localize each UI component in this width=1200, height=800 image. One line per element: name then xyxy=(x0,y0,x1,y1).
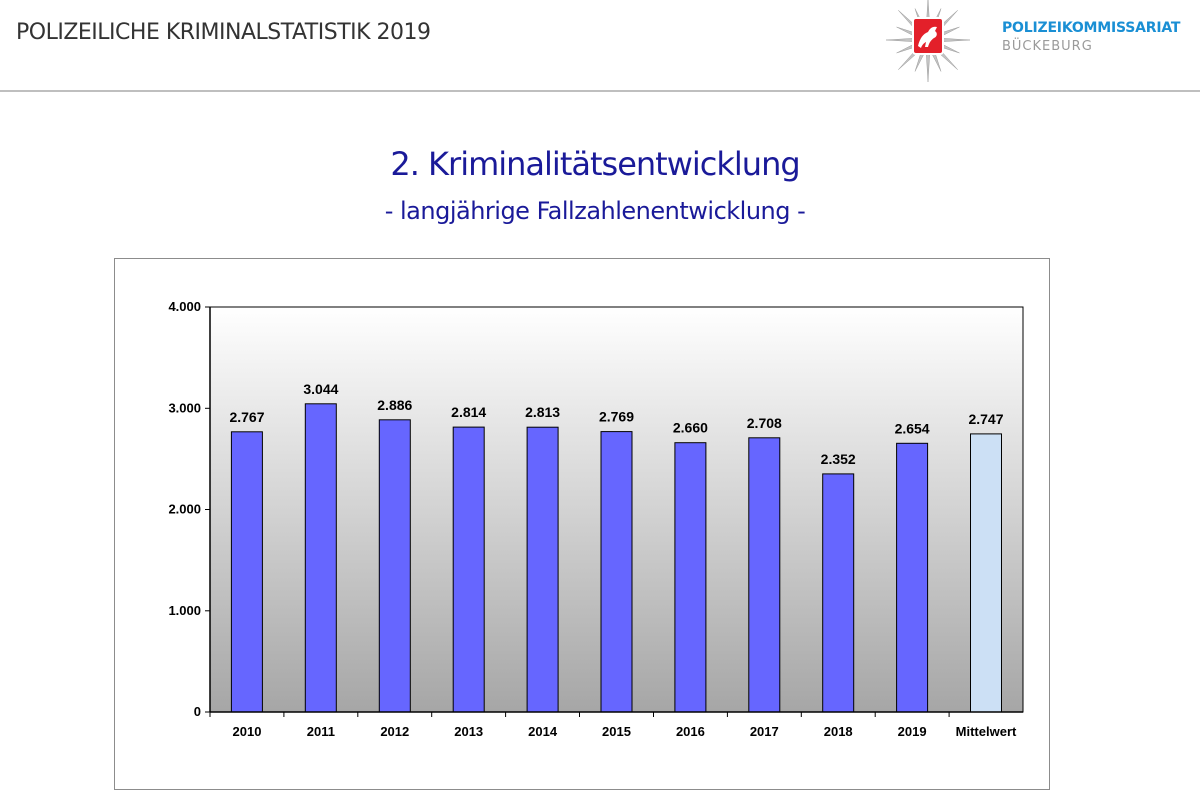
y-tick-label-0: 0 xyxy=(194,704,201,719)
bar-2012 xyxy=(378,419,411,713)
y-tick-label-3000: 3.000 xyxy=(168,400,201,415)
bar-2018 xyxy=(822,473,855,713)
data-labels-layer: 2.767 3.044 2.886 2.814 2.813 2.769 2.660 2.708… xyxy=(229,381,1003,467)
data-label-2010: 2.767 xyxy=(229,409,264,425)
data-label-2015: 2.769 xyxy=(599,409,634,425)
slide-title: 2. Kriminalitätsentwicklung xyxy=(390,145,800,183)
bars-layer xyxy=(230,403,1002,713)
data-label-2013: 2.814 xyxy=(451,404,486,420)
data-label-2011: 3.044 xyxy=(303,381,338,397)
data-label-2016: 2.660 xyxy=(673,420,708,436)
police-star-logo-icon xyxy=(885,0,971,83)
x-tick-label-2019: 2019 xyxy=(898,724,927,739)
bar-2014 xyxy=(526,426,559,713)
data-label-2018: 2.352 xyxy=(821,451,856,467)
bar-chart: 2.767 3.044 2.886 2.814 2.813 2.769 2.660 2.708… xyxy=(168,299,1024,739)
header-title: POLIZEILICHE KRIMINALSTATISTIK 2019 xyxy=(16,20,431,45)
y-tick-label-2000: 2.000 xyxy=(168,502,201,517)
x-tick-label-2014: 2014 xyxy=(528,724,558,739)
horse-shape xyxy=(918,26,937,48)
x-tick-label-2016: 2016 xyxy=(676,724,705,739)
x-tick-label-2013: 2013 xyxy=(454,724,483,739)
x-tick-label-2015: 2015 xyxy=(602,724,631,739)
bar-2019 xyxy=(896,442,929,713)
x-tick-label-2012: 2012 xyxy=(380,724,409,739)
x-tick-label-2010: 2010 xyxy=(233,724,262,739)
star-ray xyxy=(941,38,971,42)
x-tick-label-mittelwert: Mittelwert xyxy=(956,724,1017,739)
star-ray xyxy=(931,51,942,72)
x-tick-label-2011: 2011 xyxy=(307,724,335,739)
data-label-2017: 2.708 xyxy=(747,415,782,431)
data-label-mittelwert: 2.747 xyxy=(968,411,1003,427)
axes-layer: 2010 2011 2012 2013 2014 2015 2016 2017 2018 2019… xyxy=(168,299,1023,739)
org-name: POLIZEIKOMMISSARIAT xyxy=(1002,20,1181,36)
slide-subtitle: - langjährige Fallzahlenentwicklung - xyxy=(384,197,806,225)
y-tick-label-4000: 4.000 xyxy=(168,299,201,314)
bar-2010 xyxy=(230,431,263,713)
bar-2016 xyxy=(674,442,707,713)
bar-2013 xyxy=(452,426,485,713)
bar-2011 xyxy=(304,403,337,713)
data-label-2019: 2.654 xyxy=(895,420,930,436)
x-tick-label-2018: 2018 xyxy=(824,724,853,739)
org-subtitle: BÜCKEBURG xyxy=(1002,39,1093,54)
bar-2017 xyxy=(748,437,781,713)
data-label-2012: 2.886 xyxy=(377,397,412,413)
y-tick-label-1000: 1.000 xyxy=(168,603,201,618)
header-divider xyxy=(0,90,1200,92)
star-ray xyxy=(926,53,930,83)
data-label-2014: 2.813 xyxy=(525,404,560,420)
bar-mittelwert xyxy=(970,433,1002,713)
bar-2015 xyxy=(600,431,633,713)
star-ray xyxy=(914,51,925,72)
chart-frame: 2.767 3.044 2.886 2.814 2.813 2.769 2.660 2.708… xyxy=(114,258,1050,790)
star-ray xyxy=(885,38,915,42)
x-tick-label-2017: 2017 xyxy=(750,724,779,739)
